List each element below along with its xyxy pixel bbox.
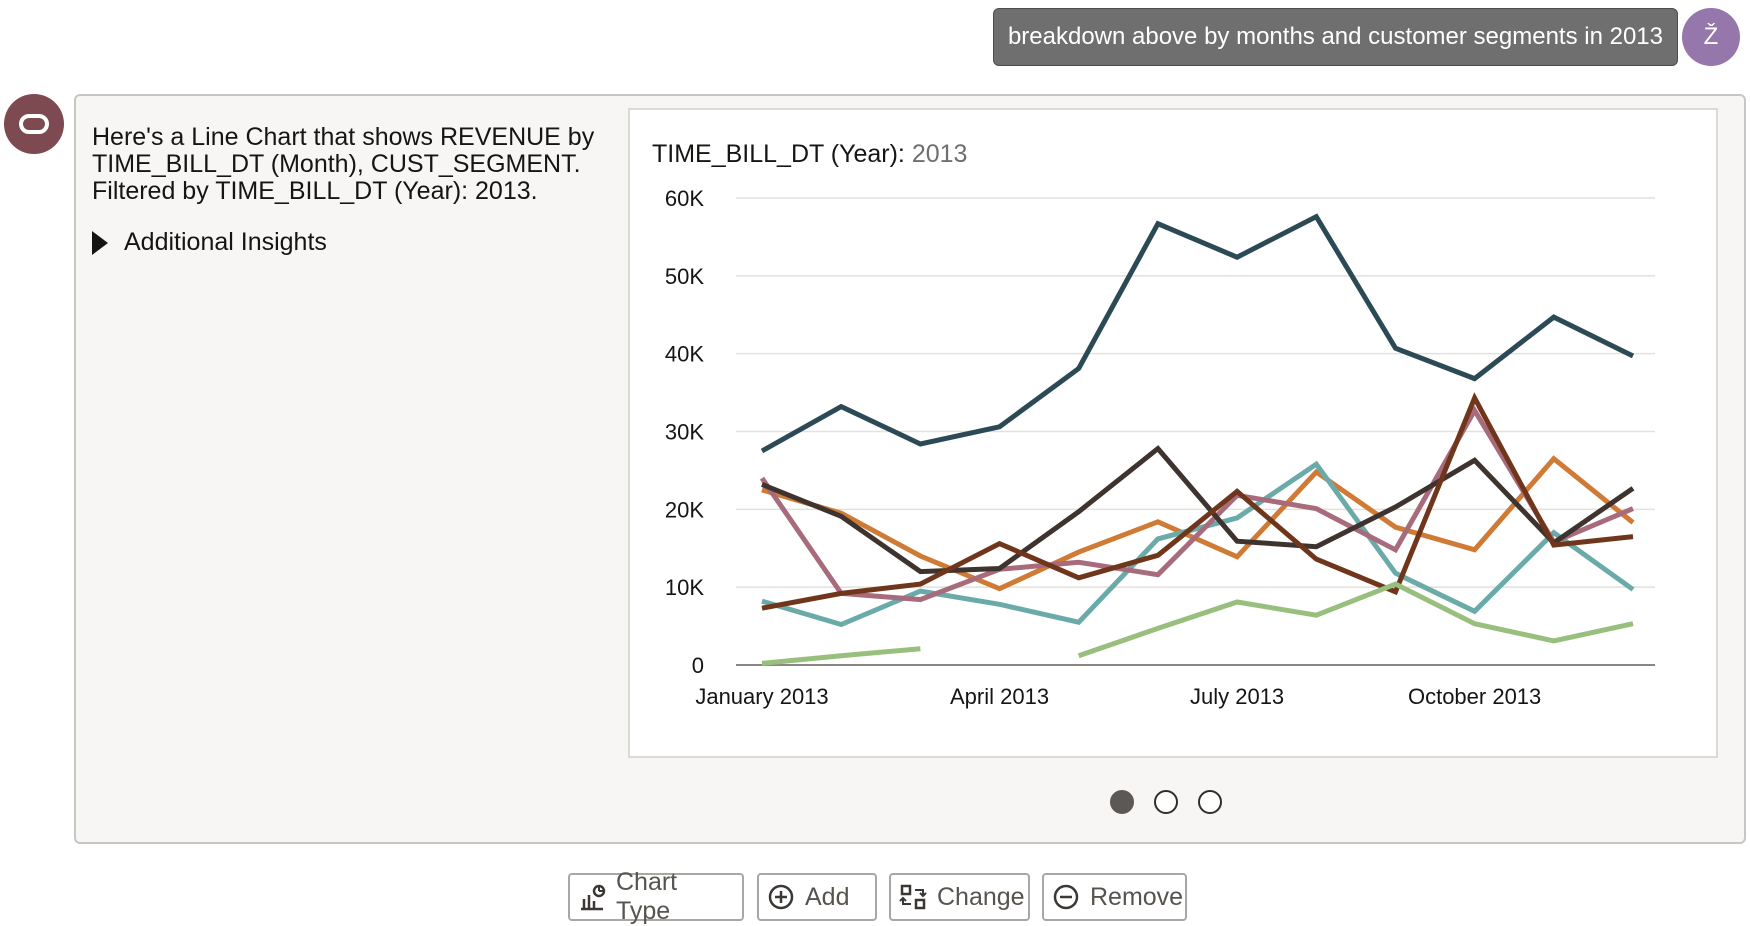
user-message-row: breakdown above by months and customer s… xyxy=(0,8,1750,68)
assistant-response-card: Here's a Line Chart that shows REVENUE b… xyxy=(74,94,1746,844)
line-chart: 0 10K 20K 30K 40K 50K 60K January 2013 April 201… xyxy=(665,186,1655,709)
response-line: TIME_BILL_DT (Month), CUST_SEGMENT. xyxy=(92,150,581,178)
change-button[interactable]: Change xyxy=(889,873,1030,921)
response-line: Filtered by TIME_BILL_DT (Year): 2013. xyxy=(92,177,538,205)
remove-button[interactable]: Remove xyxy=(1042,873,1187,921)
series-line xyxy=(1077,581,1634,659)
pager-dot-1[interactable] xyxy=(1110,790,1134,814)
filter-label: TIME_BILL_DT (Year): xyxy=(652,140,905,168)
remove-label: Remove xyxy=(1090,882,1184,911)
assistant-avatar xyxy=(4,94,64,154)
chart-type-button[interactable]: Chart Type xyxy=(568,868,744,925)
x-tick-label: January 2013 xyxy=(695,684,828,709)
pager-dot-3[interactable] xyxy=(1198,790,1222,814)
filter-value: 2013 xyxy=(911,140,968,168)
additional-insights-toggle[interactable]: Additional Insights xyxy=(92,228,327,257)
y-tick-label: 40K xyxy=(665,342,704,367)
pager-dot-2[interactable] xyxy=(1154,790,1178,814)
carousel-pager xyxy=(1110,790,1222,814)
x-tick-label: April 2013 xyxy=(950,684,1049,709)
minus-circle-icon xyxy=(1053,884,1079,910)
chart-type-label: Chart Type xyxy=(616,868,678,925)
user-avatar[interactable]: Ž xyxy=(1682,8,1740,66)
chart-type-icon xyxy=(581,884,606,911)
series-line xyxy=(760,213,1635,454)
response-line: Here's a Line Chart that shows REVENUE b… xyxy=(92,123,595,151)
x-tick-label: October 2013 xyxy=(1408,684,1541,709)
expand-triangle-icon xyxy=(92,230,108,255)
series-line xyxy=(761,445,1635,575)
series-line xyxy=(761,455,1635,592)
y-tick-label: 0 xyxy=(692,653,704,678)
x-tick-label: July 2013 xyxy=(1190,684,1284,709)
y-tick-label: 10K xyxy=(665,575,704,600)
y-tick-label: 50K xyxy=(665,264,704,289)
series-line xyxy=(761,392,1634,611)
y-tick-label: 60K xyxy=(665,186,704,211)
action-bar: Chart Type Add Change Remove xyxy=(0,868,1750,925)
additional-insights-label: Additional Insights xyxy=(124,228,327,256)
series-line xyxy=(761,646,921,666)
series-line xyxy=(759,405,1634,603)
swap-icon xyxy=(899,884,927,910)
user-message-bubble: breakdown above by months and customer s… xyxy=(992,8,1678,66)
change-label: Change xyxy=(937,882,1025,911)
add-button[interactable]: Add xyxy=(757,873,877,921)
plus-circle-icon xyxy=(768,884,794,910)
y-tick-label: 30K xyxy=(665,420,704,445)
y-tick-label: 20K xyxy=(665,497,704,522)
line-chart-panel: TIME_BILL_DT (Year): 2013 0 10K 20K 30K 40K 5… xyxy=(628,108,1718,758)
assistant-response-text: Here's a Line Chart that shows REVENUE b… xyxy=(92,124,612,205)
add-label: Add xyxy=(805,882,850,911)
oracle-logo-icon xyxy=(19,114,49,134)
chart-filter-label: TIME_BILL_DT (Year): 2013 xyxy=(652,140,967,169)
